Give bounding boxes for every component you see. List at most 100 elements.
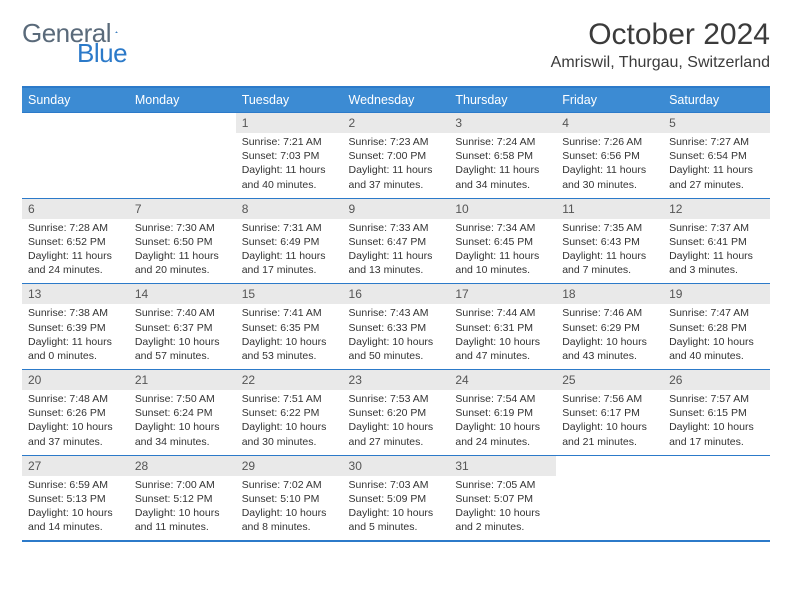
weekday-header: Friday	[556, 87, 663, 113]
weekday-header: Saturday	[663, 87, 770, 113]
day-number: 26	[663, 370, 770, 390]
weekday-header: Sunday	[22, 87, 129, 113]
day-number: 6	[22, 199, 129, 219]
page-subtitle: Amriswil, Thurgau, Switzerland	[551, 54, 770, 72]
calendar-day-cell: .	[129, 113, 236, 199]
day-data: Sunrise: 7:31 AMSunset: 6:49 PMDaylight:…	[236, 219, 343, 284]
calendar-day-cell: 21Sunrise: 7:50 AMSunset: 6:24 PMDayligh…	[129, 370, 236, 456]
weekday-header: Monday	[129, 87, 236, 113]
day-data: Sunrise: 7:30 AMSunset: 6:50 PMDaylight:…	[129, 219, 236, 284]
calendar-day-cell: 16Sunrise: 7:43 AMSunset: 6:33 PMDayligh…	[343, 284, 450, 370]
page-title: October 2024	[551, 18, 770, 52]
day-number: 19	[663, 284, 770, 304]
day-data: Sunrise: 7:05 AMSunset: 5:07 PMDaylight:…	[449, 476, 556, 541]
day-number: 1	[236, 113, 343, 133]
day-number: 13	[22, 284, 129, 304]
calendar-day-cell: 11Sunrise: 7:35 AMSunset: 6:43 PMDayligh…	[556, 198, 663, 284]
day-number: 11	[556, 199, 663, 219]
calendar-week-row: 27Sunrise: 6:59 AMSunset: 5:13 PMDayligh…	[22, 455, 770, 541]
calendar-body: ..1Sunrise: 7:21 AMSunset: 7:03 PMDaylig…	[22, 113, 770, 542]
day-data: Sunrise: 7:24 AMSunset: 6:58 PMDaylight:…	[449, 133, 556, 198]
day-number: 23	[343, 370, 450, 390]
day-number: 22	[236, 370, 343, 390]
weekday-header: Thursday	[449, 87, 556, 113]
day-data: Sunrise: 7:40 AMSunset: 6:37 PMDaylight:…	[129, 304, 236, 369]
calendar-day-cell: 12Sunrise: 7:37 AMSunset: 6:41 PMDayligh…	[663, 198, 770, 284]
day-data: Sunrise: 7:27 AMSunset: 6:54 PMDaylight:…	[663, 133, 770, 198]
day-data: Sunrise: 7:51 AMSunset: 6:22 PMDaylight:…	[236, 390, 343, 455]
calendar-day-cell: 13Sunrise: 7:38 AMSunset: 6:39 PMDayligh…	[22, 284, 129, 370]
calendar-day-cell: 26Sunrise: 7:57 AMSunset: 6:15 PMDayligh…	[663, 370, 770, 456]
calendar-day-cell: 15Sunrise: 7:41 AMSunset: 6:35 PMDayligh…	[236, 284, 343, 370]
calendar-day-cell: .	[22, 113, 129, 199]
day-number: 18	[556, 284, 663, 304]
day-data: Sunrise: 7:53 AMSunset: 6:20 PMDaylight:…	[343, 390, 450, 455]
day-number: 24	[449, 370, 556, 390]
calendar-week-row: ..1Sunrise: 7:21 AMSunset: 7:03 PMDaylig…	[22, 113, 770, 199]
day-number: 4	[556, 113, 663, 133]
day-number: 15	[236, 284, 343, 304]
calendar-day-cell: 28Sunrise: 7:00 AMSunset: 5:12 PMDayligh…	[129, 455, 236, 541]
calendar-day-cell: 6Sunrise: 7:28 AMSunset: 6:52 PMDaylight…	[22, 198, 129, 284]
day-number: 21	[129, 370, 236, 390]
calendar-table: SundayMondayTuesdayWednesdayThursdayFrid…	[22, 86, 770, 542]
day-data: Sunrise: 7:47 AMSunset: 6:28 PMDaylight:…	[663, 304, 770, 369]
day-number: 27	[22, 456, 129, 476]
day-number: 31	[449, 456, 556, 476]
calendar-day-cell: 20Sunrise: 7:48 AMSunset: 6:26 PMDayligh…	[22, 370, 129, 456]
day-number: 20	[22, 370, 129, 390]
day-data: Sunrise: 7:48 AMSunset: 6:26 PMDaylight:…	[22, 390, 129, 455]
weekday-header: Tuesday	[236, 87, 343, 113]
day-data: Sunrise: 7:00 AMSunset: 5:12 PMDaylight:…	[129, 476, 236, 541]
calendar-day-cell: 9Sunrise: 7:33 AMSunset: 6:47 PMDaylight…	[343, 198, 450, 284]
day-number: 17	[449, 284, 556, 304]
day-data: Sunrise: 7:54 AMSunset: 6:19 PMDaylight:…	[449, 390, 556, 455]
calendar-day-cell: 31Sunrise: 7:05 AMSunset: 5:07 PMDayligh…	[449, 455, 556, 541]
calendar-day-cell: 5Sunrise: 7:27 AMSunset: 6:54 PMDaylight…	[663, 113, 770, 199]
day-number: 16	[343, 284, 450, 304]
calendar-week-row: 13Sunrise: 7:38 AMSunset: 6:39 PMDayligh…	[22, 284, 770, 370]
calendar-day-cell: .	[556, 455, 663, 541]
calendar-day-cell: 29Sunrise: 7:02 AMSunset: 5:10 PMDayligh…	[236, 455, 343, 541]
day-data: Sunrise: 7:21 AMSunset: 7:03 PMDaylight:…	[236, 133, 343, 198]
logo-text-blue: Blue	[77, 38, 127, 69]
weekday-header-row: SundayMondayTuesdayWednesdayThursdayFrid…	[22, 87, 770, 113]
day-data: Sunrise: 7:57 AMSunset: 6:15 PMDaylight:…	[663, 390, 770, 455]
day-data: Sunrise: 7:46 AMSunset: 6:29 PMDaylight:…	[556, 304, 663, 369]
calendar-week-row: 20Sunrise: 7:48 AMSunset: 6:26 PMDayligh…	[22, 370, 770, 456]
header: General Blue October 2024 Amriswil, Thur…	[22, 18, 770, 72]
day-data: Sunrise: 7:37 AMSunset: 6:41 PMDaylight:…	[663, 219, 770, 284]
calendar-day-cell: 23Sunrise: 7:53 AMSunset: 6:20 PMDayligh…	[343, 370, 450, 456]
day-number: 25	[556, 370, 663, 390]
day-data: Sunrise: 7:03 AMSunset: 5:09 PMDaylight:…	[343, 476, 450, 541]
calendar-week-row: 6Sunrise: 7:28 AMSunset: 6:52 PMDaylight…	[22, 198, 770, 284]
calendar-day-cell: 3Sunrise: 7:24 AMSunset: 6:58 PMDaylight…	[449, 113, 556, 199]
day-number: 2	[343, 113, 450, 133]
day-number: 3	[449, 113, 556, 133]
day-data: Sunrise: 7:33 AMSunset: 6:47 PMDaylight:…	[343, 219, 450, 284]
day-data: Sunrise: 7:44 AMSunset: 6:31 PMDaylight:…	[449, 304, 556, 369]
calendar-day-cell: 4Sunrise: 7:26 AMSunset: 6:56 PMDaylight…	[556, 113, 663, 199]
day-number: 14	[129, 284, 236, 304]
day-data: Sunrise: 7:38 AMSunset: 6:39 PMDaylight:…	[22, 304, 129, 369]
calendar-day-cell: 22Sunrise: 7:51 AMSunset: 6:22 PMDayligh…	[236, 370, 343, 456]
calendar-day-cell: 10Sunrise: 7:34 AMSunset: 6:45 PMDayligh…	[449, 198, 556, 284]
day-data: Sunrise: 7:41 AMSunset: 6:35 PMDaylight:…	[236, 304, 343, 369]
calendar-day-cell: 19Sunrise: 7:47 AMSunset: 6:28 PMDayligh…	[663, 284, 770, 370]
calendar-day-cell: 7Sunrise: 7:30 AMSunset: 6:50 PMDaylight…	[129, 198, 236, 284]
day-data: Sunrise: 7:23 AMSunset: 7:00 PMDaylight:…	[343, 133, 450, 198]
day-data: Sunrise: 7:28 AMSunset: 6:52 PMDaylight:…	[22, 219, 129, 284]
calendar-day-cell: 25Sunrise: 7:56 AMSunset: 6:17 PMDayligh…	[556, 370, 663, 456]
logo: General Blue	[22, 18, 191, 49]
weekday-header: Wednesday	[343, 87, 450, 113]
day-data: Sunrise: 7:56 AMSunset: 6:17 PMDaylight:…	[556, 390, 663, 455]
calendar-day-cell: .	[663, 455, 770, 541]
day-number: 9	[343, 199, 450, 219]
day-number: 10	[449, 199, 556, 219]
day-data: Sunrise: 6:59 AMSunset: 5:13 PMDaylight:…	[22, 476, 129, 541]
day-data: Sunrise: 7:02 AMSunset: 5:10 PMDaylight:…	[236, 476, 343, 541]
calendar-day-cell: 17Sunrise: 7:44 AMSunset: 6:31 PMDayligh…	[449, 284, 556, 370]
calendar-day-cell: 30Sunrise: 7:03 AMSunset: 5:09 PMDayligh…	[343, 455, 450, 541]
day-number: 28	[129, 456, 236, 476]
day-number: 29	[236, 456, 343, 476]
